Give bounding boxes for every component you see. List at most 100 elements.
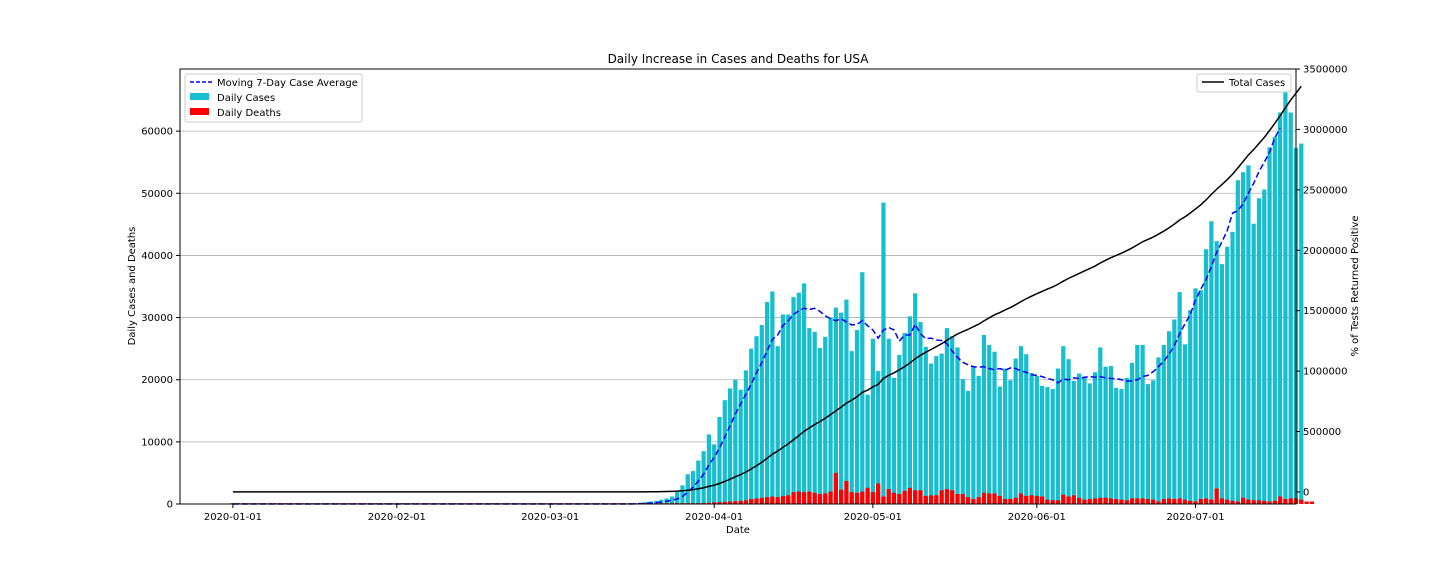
daily-cases-bar [706,434,712,504]
x-tick-label: 2020-01-01 [204,512,262,523]
daily-deaths-bar [1272,500,1277,504]
daily-cases-bar [786,314,791,504]
daily-deaths-bar [749,499,754,504]
daily-deaths-bar [1114,499,1119,504]
daily-deaths-bar [706,502,712,504]
daily-cases-bar [955,347,960,504]
daily-deaths-bar [1129,498,1135,504]
daily-cases-bar [1288,112,1293,504]
x-tick-label: 2020-03-01 [521,512,579,523]
legend-right: Total Cases [1196,73,1292,93]
daily-deaths-bar [775,497,780,504]
daily-deaths-bar [1145,499,1151,504]
daily-cases-bar [722,400,727,504]
daily-cases-bar [828,317,833,504]
daily-cases-bar [1013,358,1018,504]
daily-cases-bar [823,336,828,504]
daily-cases-bar [727,388,733,504]
daily-cases-bar [923,346,928,504]
daily-deaths-bar [1219,498,1225,504]
daily-cases-bar [770,291,775,504]
daily-cases-bar [839,312,844,504]
legend-daily-cases-label: Daily Cases [217,93,275,104]
daily-cases-bar [849,351,854,504]
daily-deaths-bar [1124,500,1129,504]
daily-deaths-bar [1103,497,1108,504]
y2-tick-label: 3000000 [1303,125,1348,136]
x-axis-label: Date [726,525,750,536]
daily-deaths-bar [854,492,860,504]
daily-cases-bar [1256,198,1262,504]
daily-deaths-bar [1225,499,1230,504]
daily-cases-bar [738,389,743,504]
daily-cases-bar [918,321,923,504]
y2-tick-label: 2500000 [1303,185,1348,196]
daily-deaths-bar [876,483,881,504]
daily-cases-bar [997,386,1002,504]
daily-cases-bar [928,363,934,504]
daily-deaths-bar [786,495,791,504]
daily-cases-bar [1278,112,1283,504]
daily-deaths-bar [865,487,870,504]
legend-moving-average-label: Moving 7-Day Case Average [217,78,358,89]
daily-deaths-bar [791,492,796,504]
daily-deaths-bar [1262,500,1267,504]
daily-cases-bar [801,283,807,504]
daily-deaths-bar [1151,499,1156,504]
daily-cases-bar [807,328,812,504]
daily-deaths-bar [796,491,801,504]
y-axis-label: Daily Cases and Deaths [127,227,138,346]
daily-deaths-bar [1203,498,1209,504]
daily-cases-bar [1103,366,1108,504]
daily-cases-bar [1198,290,1203,504]
daily-deaths-bar [1172,499,1177,504]
daily-deaths-bar [1161,499,1166,504]
daily-deaths-bar [1013,497,1018,504]
daily-deaths-bar [918,490,923,504]
y-tick-label: 10000 [141,437,173,448]
daily-cases-bar [971,366,976,504]
y2-tick-label: 2000000 [1303,246,1348,257]
x-tick-label: 2020-06-01 [1008,512,1066,523]
daily-deaths-bar [764,497,770,504]
daily-deaths-bar [860,491,865,504]
daily-deaths-bar [1288,498,1293,504]
daily-deaths-bar [1182,499,1188,504]
daily-cases-bar [717,417,722,504]
daily-deaths-bar [987,493,992,504]
daily-deaths-bar [1267,501,1272,504]
daily-cases-bar [950,336,955,504]
daily-deaths-bar [1119,499,1124,504]
daily-deaths-bar [780,495,786,504]
daily-deaths-bar [1029,495,1034,504]
daily-cases-bar [886,338,891,504]
daily-cases-bar [701,451,706,504]
x-tick-label: 2020-07-01 [1166,512,1224,523]
daily-cases-bar [775,346,780,504]
daily-cases-bar [812,331,817,504]
daily-cases-bar [1145,384,1151,504]
daily-deaths-bar [913,490,918,504]
daily-deaths-bar [759,497,764,504]
daily-deaths-bar [1135,498,1140,504]
daily-cases-bar [1299,143,1304,505]
daily-deaths-bar [1230,500,1235,504]
chart-title: Daily Increase in Cases and Deaths for U… [608,52,870,66]
y2-tick-label: 500000 [1303,427,1341,438]
daily-deaths-bar [743,500,749,504]
x-axis-ticks: 2020-01-01 2020-02-01 2020-03-01 2020-04-01… [204,504,1225,523]
daily-cases-bar [1262,189,1267,505]
daily-deaths-bar [944,489,950,504]
daily-deaths-bar [1251,500,1256,504]
daily-cases-bar [902,333,907,504]
daily-deaths-bar [828,491,833,504]
daily-cases-bar [881,202,886,504]
daily-cases-bar [981,334,987,504]
daily-cases-bar [944,328,950,504]
daily-cases-bar [1203,249,1209,504]
daily-cases-bar [1002,368,1008,504]
daily-deaths-bar [754,498,759,504]
daily-cases-bar [1034,375,1039,504]
daily-deaths-bar [934,495,939,504]
